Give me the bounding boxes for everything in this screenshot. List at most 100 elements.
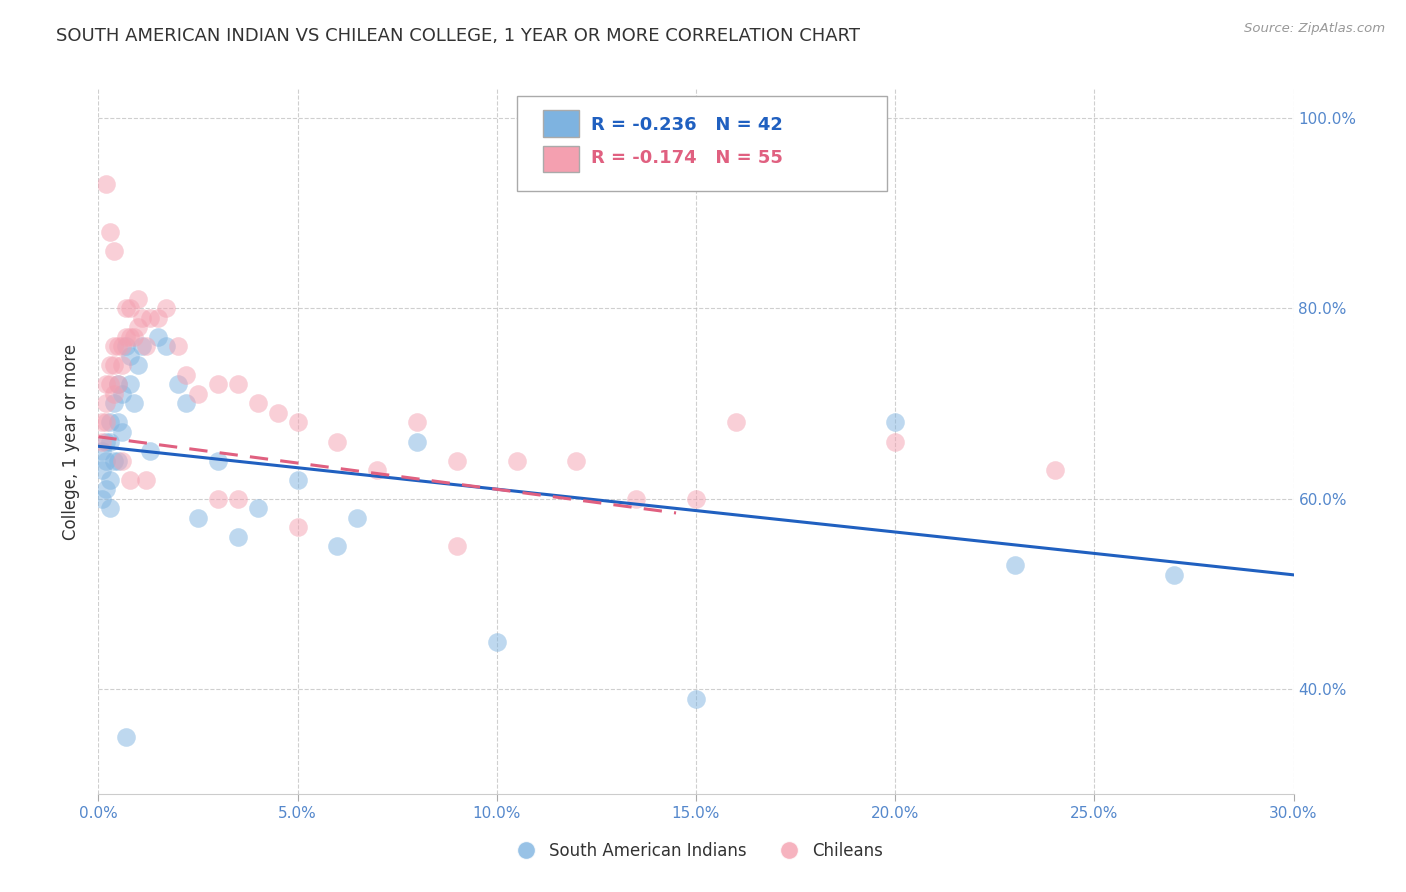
South American Indians [107,377,129,392]
South American Indians [1163,567,1185,582]
South American Indians [120,349,142,363]
South American Indians [103,396,125,410]
Chileans [96,178,118,192]
Chileans [446,453,468,467]
South American Indians [685,691,707,706]
Chileans [98,377,122,392]
Chileans [127,320,149,334]
South American Indians [406,434,429,449]
South American Indians [155,339,177,353]
South American Indians [124,396,146,410]
Chileans [131,310,153,325]
South American Indians [1004,558,1026,573]
Chileans [115,330,138,344]
South American Indians [127,359,149,373]
South American Indians [111,425,134,439]
Chileans [107,339,129,353]
South American Indians [131,339,153,353]
Chileans [207,377,229,392]
Chileans [120,301,142,316]
Text: R = -0.236   N = 42: R = -0.236 N = 42 [591,116,783,134]
Chileans [135,473,157,487]
Chileans [96,396,118,410]
Legend: South American Indians, Chileans: South American Indians, Chileans [502,835,890,867]
Chileans [406,416,429,430]
South American Indians [96,434,118,449]
Chileans [685,491,707,506]
Chileans [96,377,118,392]
Chileans [326,434,349,449]
Chileans [287,520,309,534]
Chileans [148,310,170,325]
South American Indians [326,539,349,553]
South American Indians [174,396,197,410]
Chileans [103,387,125,401]
Chileans [366,463,388,477]
South American Indians [346,510,368,524]
Chileans [96,416,118,430]
Chileans [98,225,122,239]
Chileans [91,434,114,449]
South American Indians [187,510,209,524]
South American Indians [111,387,134,401]
South American Indians [246,501,269,516]
Chileans [103,244,125,258]
Text: R = -0.174   N = 55: R = -0.174 N = 55 [591,149,783,167]
Chileans [724,416,747,430]
Bar [543,111,579,137]
Chileans [226,377,249,392]
Chileans [267,406,290,420]
South American Indians [98,473,122,487]
Chileans [287,416,309,430]
Chileans [167,339,190,353]
South American Indians [91,444,114,458]
Chileans [565,453,588,467]
Chileans [111,453,134,467]
Chileans [174,368,197,382]
South American Indians [91,463,114,477]
Chileans [155,301,177,316]
Chileans [139,310,162,325]
Chileans [187,387,209,401]
Chileans [103,359,125,373]
South American Indians [485,634,508,648]
South American Indians [167,377,190,392]
Bar [543,145,579,172]
Chileans [111,359,134,373]
Chileans [103,339,125,353]
South American Indians [98,434,122,449]
Chileans [884,434,907,449]
FancyBboxPatch shape [517,96,887,192]
South American Indians [96,482,118,496]
South American Indians [103,453,125,467]
South American Indians [148,330,170,344]
South American Indians [139,444,162,458]
Chileans [626,491,648,506]
Chileans [506,453,529,467]
South American Indians [98,416,122,430]
Chileans [127,292,149,306]
South American Indians [115,730,138,744]
Chileans [115,301,138,316]
Chileans [207,491,229,506]
South American Indians [287,473,309,487]
Chileans [135,339,157,353]
Chileans [98,359,122,373]
South American Indians [107,453,129,467]
South American Indians [884,416,907,430]
Text: Source: ZipAtlas.com: Source: ZipAtlas.com [1244,22,1385,36]
Chileans [91,416,114,430]
Chileans [111,339,134,353]
Chileans [246,396,269,410]
Chileans [120,473,142,487]
Chileans [1043,463,1066,477]
Y-axis label: College, 1 year or more: College, 1 year or more [62,343,80,540]
Chileans [107,377,129,392]
Chileans [446,539,468,553]
Chileans [124,330,146,344]
South American Indians [115,339,138,353]
South American Indians [96,453,118,467]
South American Indians [98,501,122,516]
South American Indians [226,530,249,544]
South American Indians [120,377,142,392]
